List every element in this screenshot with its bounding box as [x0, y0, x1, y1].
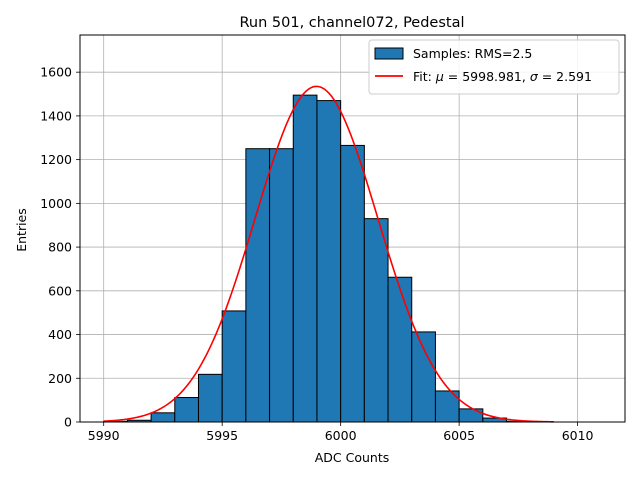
y-tick-label: 1000 [40, 196, 72, 211]
x-tick-label: 6000 [325, 428, 357, 443]
histogram-bar [411, 331, 436, 423]
legend-fit-sigma-symbol: σ [530, 69, 539, 84]
legend-fit-sigma-value: = 2.591 [538, 69, 592, 84]
histogram-bar [363, 218, 389, 423]
x-axis-label: ADC Counts [315, 450, 390, 465]
legend-fit-label: Fit: μ = 5998.981, σ = 2.591 [413, 69, 592, 84]
histogram-bar [269, 148, 294, 423]
histogram-bar [174, 397, 199, 423]
y-axis-ticks: 0 200 400 600 800 1000 1200 1400 1600 [40, 65, 80, 430]
legend: Samples: RMS=2.5 Fit: μ = 5998.981, σ = … [368, 39, 620, 95]
x-tick-label: 5990 [88, 428, 120, 443]
y-tick-label: 1200 [40, 152, 72, 167]
y-tick-label: 400 [48, 327, 72, 342]
histogram-bar [340, 144, 365, 423]
x-axis-ticks: 5990 5995 6000 6005 6010 [88, 422, 594, 443]
y-tick-label: 1400 [40, 108, 72, 123]
histogram-bar [197, 373, 223, 423]
legend-histogram-label: Samples: RMS=2.5 [413, 46, 532, 61]
histogram-bar [245, 148, 271, 423]
y-tick-label: 0 [64, 415, 72, 430]
axes-frame [79, 34, 626, 423]
legend-box [368, 39, 620, 95]
fit-curve [103, 85, 554, 423]
y-axis-label: Entries [14, 208, 29, 252]
histogram-bar [221, 310, 247, 423]
y-tick-label: 600 [48, 283, 72, 298]
legend-fit-prefix: Fit: [413, 69, 436, 84]
x-tick-label: 6010 [562, 428, 594, 443]
histogram-bars [103, 94, 531, 423]
chart-title: Run 501, channel072, Pedestal [239, 15, 464, 31]
x-tick-label: 5995 [206, 428, 238, 443]
y-tick-label: 800 [48, 240, 72, 255]
histogram-bar [458, 408, 484, 423]
histogram-bar [387, 276, 413, 423]
y-tick-label: 1600 [40, 65, 72, 80]
legend-fit-mu-symbol: μ [435, 69, 444, 84]
y-tick-label: 200 [48, 371, 72, 386]
histogram-bar [316, 100, 342, 423]
x-tick-label: 6005 [443, 428, 475, 443]
histogram-bar [292, 94, 318, 423]
histogram-bar [150, 412, 176, 423]
legend-fit-mu-value: = 5998.981, [444, 69, 530, 84]
legend-histogram-swatch [374, 47, 404, 60]
